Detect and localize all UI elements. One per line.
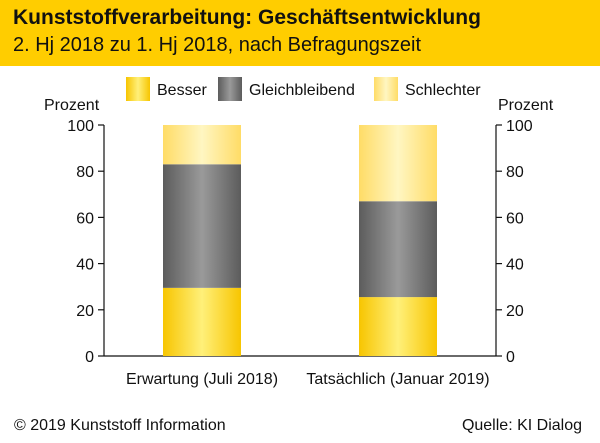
source-text: Quelle: KI Dialog xyxy=(461,417,582,434)
copyright-text: © 2019 Kunststoff Information xyxy=(14,417,226,434)
y-tick-label-left: 60 xyxy=(76,210,94,227)
bar-segment-schlechter xyxy=(163,125,241,165)
legend: Besser Gleichbleibend Schlechter xyxy=(126,77,481,101)
x-axis-labels: Erwartung (Juli 2018) Tatsächlich (Januar… xyxy=(126,371,490,388)
axes: 0 0 20 20 40 40 60 60 80 80 100 100 xyxy=(67,118,533,366)
x-category-label: Erwartung (Juli 2018) xyxy=(126,371,278,388)
bars xyxy=(163,125,437,356)
legend-label-besser: Besser xyxy=(157,82,207,99)
y-axis-label-left: Prozent xyxy=(44,97,100,114)
y-tick-label-right: 20 xyxy=(506,303,524,320)
chart-title: Kunststoffverarbeitung: Geschäftsentwick… xyxy=(13,6,481,29)
legend-swatch-gleichbleibend xyxy=(218,77,242,101)
y-tick-label-right: 60 xyxy=(506,210,524,227)
bar-segment-schlechter xyxy=(359,125,437,202)
y-axis-label-right: Prozent xyxy=(498,97,554,114)
y-tick-label-right: 0 xyxy=(506,349,515,366)
legend-label-schlechter: Schlechter xyxy=(405,82,481,99)
y-tick-label-left: 100 xyxy=(67,118,94,135)
y-tick-label-left: 80 xyxy=(76,164,94,181)
bar-segment-gleichbleibend xyxy=(359,201,437,298)
y-tick-label-right: 40 xyxy=(506,257,524,274)
bar-segment-besser xyxy=(163,287,241,356)
y-tick-label-left: 20 xyxy=(76,303,94,320)
x-category-label: Tatsächlich (Januar 2019) xyxy=(306,371,489,388)
chart-svg: Besser Gleichbleibend Schlechter Prozent… xyxy=(44,77,554,388)
y-tick-label-right: 80 xyxy=(506,164,524,181)
y-tick-label-right: 100 xyxy=(506,118,533,135)
legend-label-gleichbleibend: Gleichbleibend xyxy=(249,82,355,99)
y-tick-label-left: 40 xyxy=(76,257,94,274)
y-tick-label-left: 0 xyxy=(85,349,94,366)
chart-subtitle: 2. Hj 2018 zu 1. Hj 2018, nach Befragung… xyxy=(13,34,422,56)
header-band: Kunststoffverarbeitung: Geschäftsentwick… xyxy=(0,0,600,66)
bar-segment-gleichbleibend xyxy=(163,164,241,288)
legend-swatch-besser xyxy=(126,77,150,101)
legend-swatch-schlechter xyxy=(374,77,398,101)
bar-segment-besser xyxy=(359,297,437,356)
